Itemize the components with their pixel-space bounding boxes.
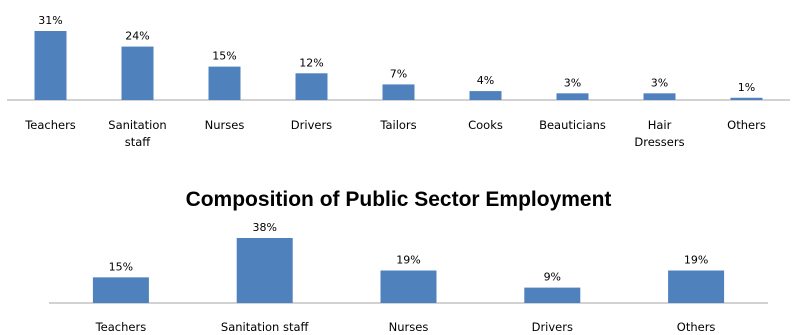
data-label-nurses: 19% [396, 254, 420, 267]
data-label-teachers: 15% [109, 260, 133, 273]
category-label-teachers: Teachers [95, 320, 147, 334]
data-label-sanitation-staff: 24% [125, 30, 149, 43]
category-label-hair-dressers-line1: Hair [648, 118, 672, 132]
bar-sanitation-staff [236, 238, 293, 303]
bar-nurses [380, 270, 437, 303]
bar-drivers [295, 73, 328, 100]
bar-beauticians [556, 93, 589, 100]
category-label-sanitation-staff-line2: staff [125, 135, 152, 149]
data-label-hair-dressers: 3% [651, 76, 668, 89]
category-label-nurses: Nurses [205, 118, 245, 132]
category-label-sanitation-staff: Sanitation staff [221, 320, 310, 334]
bar-teachers [34, 31, 67, 100]
bar-sanitation-staff [121, 46, 154, 100]
bar-others [730, 97, 763, 100]
category-label-others: Others [677, 320, 716, 334]
private-sector-bar-chart: 31% Teachers 24% Sanitation staff 15% Nurses 12… [7, 14, 790, 149]
category-label-drivers: Drivers [532, 320, 573, 334]
data-label-beauticians: 3% [564, 76, 581, 89]
category-label-drivers: Drivers [291, 118, 332, 132]
data-label-sanitation-staff: 38% [252, 221, 276, 234]
category-label-sanitation-staff-line1: Sanitation [108, 118, 166, 132]
data-label-drivers: 12% [299, 56, 323, 69]
category-label-tailors: Tailors [379, 118, 416, 132]
data-label-drivers: 9% [544, 271, 561, 284]
category-label-beauticians: Beauticians [539, 118, 606, 132]
data-label-cooks: 4% [477, 74, 494, 87]
category-label-hair-dressers-line2: Dressers [634, 135, 684, 149]
data-label-others: 1% [738, 81, 755, 94]
category-label-nurses: Nurses [389, 320, 429, 334]
data-label-nurses: 15% [212, 50, 236, 63]
bar-nurses [208, 66, 241, 100]
bar-tailors [382, 84, 415, 100]
chart-title: Composition of Public Sector Employment [0, 188, 797, 212]
category-label-cooks: Cooks [468, 118, 503, 132]
bar-hair-dressers [643, 93, 676, 100]
chart-title-text: Composition of Public Sector Employment [185, 188, 612, 211]
bar-cooks [469, 91, 502, 100]
category-label-teachers: Teachers [24, 118, 76, 132]
bar-others [668, 270, 725, 303]
data-label-teachers: 31% [38, 14, 62, 27]
data-label-others: 19% [684, 254, 708, 267]
bar-drivers [524, 287, 581, 303]
data-label-tailors: 7% [390, 67, 407, 80]
category-label-others: Others [727, 118, 766, 132]
bar-teachers [92, 277, 149, 303]
public-sector-bar-chart: 15% Teachers 38% Sanitation staff 19% Nurses 9… [49, 221, 768, 334]
